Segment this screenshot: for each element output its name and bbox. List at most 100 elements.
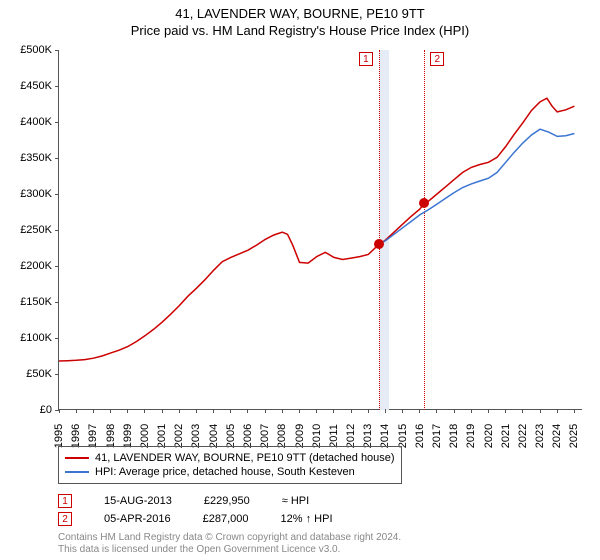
event-point-marker bbox=[419, 198, 429, 208]
footer-line2: This data is licensed under the Open Gov… bbox=[58, 544, 401, 556]
x-tick bbox=[351, 409, 352, 413]
y-axis-label: £50K bbox=[26, 368, 52, 380]
x-axis-label: 2013 bbox=[362, 424, 374, 448]
x-axis-label: 2018 bbox=[448, 424, 460, 448]
event-change: ≈ HPI bbox=[282, 495, 309, 507]
x-axis-label: 1996 bbox=[70, 424, 82, 448]
legend: 41, LAVENDER WAY, BOURNE, PE10 9TT (deta… bbox=[58, 446, 402, 484]
x-axis-label: 2008 bbox=[277, 424, 289, 448]
x-axis-label: 2000 bbox=[139, 424, 151, 448]
line-svg bbox=[59, 50, 583, 410]
x-axis-label: 2005 bbox=[225, 424, 237, 448]
y-tick bbox=[55, 86, 59, 87]
chart-title: 41, LAVENDER WAY, BOURNE, PE10 9TT bbox=[0, 0, 600, 21]
x-axis-label: 2021 bbox=[500, 424, 512, 448]
x-axis-label: 2025 bbox=[569, 424, 581, 448]
x-axis-label: 2015 bbox=[397, 424, 409, 448]
legend-swatch bbox=[65, 471, 89, 473]
x-axis-label: 1995 bbox=[53, 424, 65, 448]
event-row: 2 05-APR-2016 £287,000 12% ↑ HPI bbox=[58, 510, 333, 528]
x-axis-label: 2001 bbox=[156, 424, 168, 448]
legend-item: 41, LAVENDER WAY, BOURNE, PE10 9TT (deta… bbox=[65, 451, 395, 465]
event-number-box: 1 bbox=[58, 494, 72, 508]
event-point-marker bbox=[374, 239, 384, 249]
legend-swatch bbox=[65, 457, 89, 459]
y-tick bbox=[55, 122, 59, 123]
y-axis-label: £200K bbox=[20, 260, 52, 272]
event-date: 15-AUG-2013 bbox=[104, 495, 172, 507]
x-axis-label: 2014 bbox=[380, 424, 392, 448]
x-axis-label: 2004 bbox=[208, 424, 220, 448]
y-axis-label: £0 bbox=[40, 404, 52, 416]
x-tick bbox=[59, 409, 60, 413]
events-table: 1 15-AUG-2013 £229,950 ≈ HPI 2 05-APR-20… bbox=[58, 492, 333, 528]
x-tick bbox=[436, 409, 437, 413]
x-tick bbox=[454, 409, 455, 413]
x-tick bbox=[316, 409, 317, 413]
x-axis-label: 2011 bbox=[328, 424, 340, 448]
y-axis-label: £150K bbox=[20, 296, 52, 308]
x-axis-label: 2006 bbox=[242, 424, 254, 448]
x-tick bbox=[574, 409, 575, 413]
x-tick bbox=[368, 409, 369, 413]
x-tick bbox=[471, 409, 472, 413]
series-line bbox=[59, 98, 574, 361]
x-tick bbox=[127, 409, 128, 413]
x-tick bbox=[557, 409, 558, 413]
y-tick bbox=[55, 230, 59, 231]
x-tick bbox=[110, 409, 111, 413]
x-axis-label: 2023 bbox=[534, 424, 546, 448]
x-tick bbox=[540, 409, 541, 413]
y-axis-label: £250K bbox=[20, 224, 52, 236]
x-tick bbox=[76, 409, 77, 413]
x-tick bbox=[230, 409, 231, 413]
x-axis-label: 1999 bbox=[122, 424, 134, 448]
y-axis-label: £100K bbox=[20, 332, 52, 344]
x-axis-label: 2019 bbox=[466, 424, 478, 448]
footer: Contains HM Land Registry data © Crown c… bbox=[58, 532, 401, 556]
x-tick bbox=[505, 409, 506, 413]
event-number-box: 2 bbox=[58, 512, 72, 526]
x-axis-label: 2016 bbox=[414, 424, 426, 448]
x-axis-label: 2009 bbox=[294, 424, 306, 448]
y-tick bbox=[55, 374, 59, 375]
x-axis-label: 2003 bbox=[191, 424, 203, 448]
footer-line1: Contains HM Land Registry data © Crown c… bbox=[58, 532, 401, 544]
x-axis-label: 2002 bbox=[173, 424, 185, 448]
x-axis-label: 2012 bbox=[345, 424, 357, 448]
y-axis-label: £500K bbox=[20, 44, 52, 56]
x-axis-label: 2007 bbox=[259, 424, 271, 448]
x-tick bbox=[179, 409, 180, 413]
x-tick bbox=[419, 409, 420, 413]
x-tick bbox=[402, 409, 403, 413]
x-axis-label: 1998 bbox=[105, 424, 117, 448]
x-axis-label: 1997 bbox=[88, 424, 100, 448]
event-marker-box: 1 bbox=[359, 52, 373, 66]
x-tick bbox=[333, 409, 334, 413]
y-tick bbox=[55, 194, 59, 195]
x-axis-label: 2020 bbox=[483, 424, 495, 448]
plot-region: 12 bbox=[58, 50, 582, 410]
x-tick bbox=[213, 409, 214, 413]
event-row: 1 15-AUG-2013 £229,950 ≈ HPI bbox=[58, 492, 333, 510]
x-tick bbox=[93, 409, 94, 413]
x-tick bbox=[282, 409, 283, 413]
x-axis-label: 2017 bbox=[431, 424, 443, 448]
y-tick bbox=[55, 338, 59, 339]
y-axis-label: £450K bbox=[20, 80, 52, 92]
y-tick bbox=[55, 50, 59, 51]
x-tick bbox=[299, 409, 300, 413]
x-axis-label: 2022 bbox=[517, 424, 529, 448]
y-tick bbox=[55, 302, 59, 303]
x-tick bbox=[144, 409, 145, 413]
x-axis-label: 2024 bbox=[551, 424, 563, 448]
legend-label: 41, LAVENDER WAY, BOURNE, PE10 9TT (deta… bbox=[95, 452, 395, 464]
event-date: 05-APR-2016 bbox=[104, 513, 171, 525]
x-tick bbox=[265, 409, 266, 413]
x-tick bbox=[522, 409, 523, 413]
x-tick bbox=[162, 409, 163, 413]
legend-item: HPI: Average price, detached house, Sout… bbox=[65, 465, 395, 479]
chart-container: 41, LAVENDER WAY, BOURNE, PE10 9TT Price… bbox=[0, 0, 600, 560]
x-tick bbox=[196, 409, 197, 413]
event-price: £287,000 bbox=[203, 513, 249, 525]
